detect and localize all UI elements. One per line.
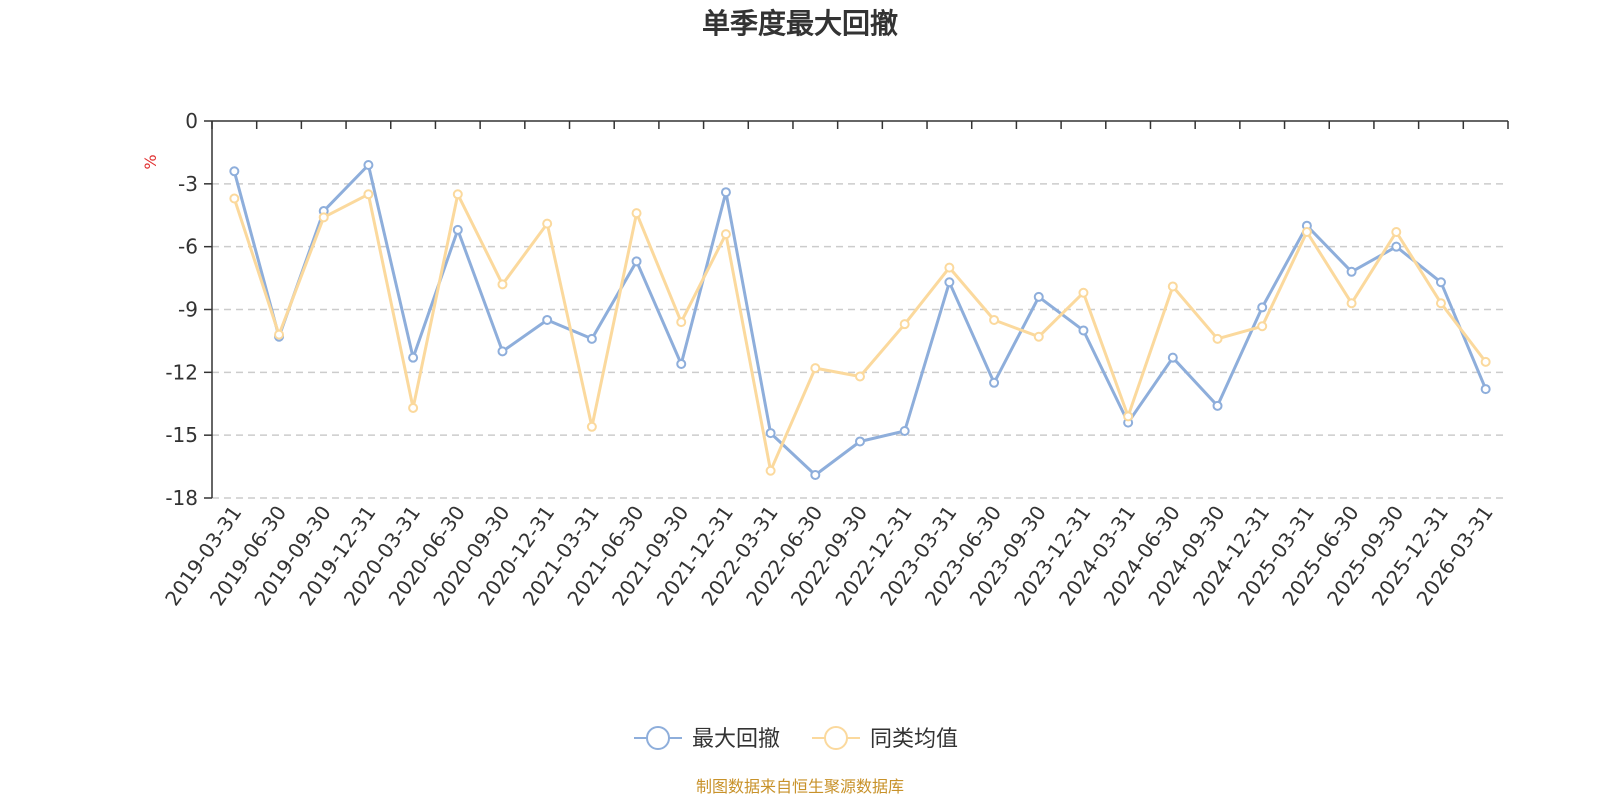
data-point[interactable] bbox=[1480, 356, 1491, 367]
data-point[interactable] bbox=[1391, 227, 1402, 238]
y-tick-label: -12 bbox=[165, 360, 198, 384]
data-point[interactable] bbox=[1078, 287, 1089, 298]
data-point[interactable] bbox=[452, 224, 463, 235]
series-2 bbox=[229, 189, 1491, 476]
data-point[interactable] bbox=[944, 277, 955, 288]
data-point[interactable] bbox=[1346, 266, 1357, 277]
legend-item[interactable]: 同类均值 bbox=[812, 726, 958, 752]
data-point[interactable] bbox=[810, 469, 821, 480]
data-point[interactable] bbox=[899, 319, 910, 330]
y-tick-label: -15 bbox=[165, 423, 198, 447]
data-point[interactable] bbox=[989, 314, 1000, 325]
data-point[interactable] bbox=[1257, 321, 1268, 332]
data-point[interactable] bbox=[229, 166, 240, 177]
data-point[interactable] bbox=[855, 436, 865, 447]
source-note: 制图数据来自恒生聚源数据库 bbox=[696, 777, 904, 796]
y-tick-label: -6 bbox=[178, 235, 198, 259]
data-point[interactable] bbox=[542, 218, 553, 229]
data-point[interactable] bbox=[1033, 331, 1044, 342]
data-point[interactable] bbox=[1212, 333, 1223, 344]
data-point[interactable] bbox=[1033, 291, 1044, 302]
data-point[interactable] bbox=[408, 352, 419, 363]
grid bbox=[212, 183, 1508, 499]
data-point[interactable] bbox=[855, 371, 865, 382]
data-point[interactable] bbox=[1391, 241, 1402, 252]
data-point[interactable] bbox=[586, 333, 597, 344]
data-point[interactable] bbox=[899, 425, 910, 436]
data-point[interactable] bbox=[1480, 384, 1491, 395]
data-point[interactable] bbox=[1257, 302, 1268, 313]
data-point[interactable] bbox=[318, 212, 329, 223]
series bbox=[229, 159, 1491, 480]
data-point[interactable] bbox=[1212, 400, 1223, 411]
data-point[interactable] bbox=[1078, 325, 1089, 336]
data-point[interactable] bbox=[497, 279, 508, 290]
data-point[interactable] bbox=[1123, 411, 1134, 422]
data-point[interactable] bbox=[720, 187, 731, 198]
data-point[interactable] bbox=[497, 346, 508, 357]
y-tick-label: -18 bbox=[165, 486, 198, 510]
legend-label: 最大回撤 bbox=[692, 727, 780, 752]
data-point[interactable] bbox=[944, 262, 955, 273]
legend-marker bbox=[824, 726, 848, 750]
data-point[interactable] bbox=[1435, 298, 1446, 309]
legend[interactable]: 最大回撤 同类均值 bbox=[634, 726, 958, 752]
data-point[interactable] bbox=[631, 256, 642, 267]
chart-title: 单季度最大回撤 bbox=[702, 7, 898, 40]
data-point[interactable] bbox=[765, 465, 776, 476]
data-point[interactable] bbox=[408, 402, 419, 413]
data-point[interactable] bbox=[363, 159, 374, 170]
data-point[interactable] bbox=[810, 363, 821, 374]
series-1 bbox=[229, 159, 1491, 480]
data-point[interactable] bbox=[586, 421, 597, 432]
data-point[interactable] bbox=[720, 229, 731, 240]
data-point[interactable] bbox=[765, 428, 776, 439]
legend-label: 同类均值 bbox=[870, 727, 958, 752]
data-point[interactable] bbox=[363, 189, 374, 200]
series-line bbox=[232, 163, 1488, 477]
data-point[interactable] bbox=[1435, 277, 1446, 288]
data-point[interactable] bbox=[1167, 281, 1178, 292]
data-point[interactable] bbox=[1301, 227, 1312, 238]
data-point[interactable] bbox=[676, 317, 687, 328]
y-tick-label: 0 bbox=[185, 109, 198, 133]
data-point[interactable] bbox=[452, 189, 463, 200]
data-point[interactable] bbox=[1346, 298, 1357, 309]
legend-marker bbox=[646, 726, 670, 750]
data-point[interactable] bbox=[1167, 352, 1178, 363]
data-point[interactable] bbox=[989, 377, 1000, 388]
legend-item[interactable]: 最大回撤 bbox=[634, 726, 780, 752]
y-tick-label: -3 bbox=[178, 172, 198, 196]
data-point[interactable] bbox=[274, 329, 285, 340]
data-point[interactable] bbox=[542, 314, 553, 325]
y-tick-label: -9 bbox=[178, 298, 198, 322]
data-point[interactable] bbox=[676, 358, 687, 369]
data-point[interactable] bbox=[631, 208, 642, 219]
data-point[interactable] bbox=[229, 193, 240, 204]
y-unit-label: % bbox=[141, 154, 160, 169]
